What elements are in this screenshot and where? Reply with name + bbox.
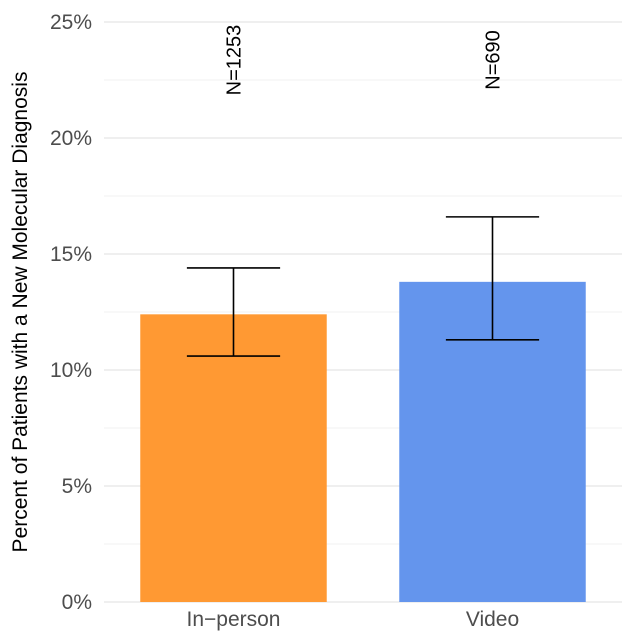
y-tick-label: 5%	[62, 475, 92, 498]
y-tick-label: 0%	[62, 591, 92, 614]
y-axis-title: Percent of Patients with a New Molecular…	[9, 72, 32, 553]
bars	[140, 281, 586, 602]
y-tick-label: 10%	[50, 359, 92, 382]
bar	[140, 314, 327, 602]
x-tick-label: In−person	[187, 608, 281, 631]
error-bar	[445, 216, 540, 341]
sample-size-label: N=1253	[224, 25, 246, 96]
y-tick-label: 25%	[50, 11, 92, 34]
error-bar	[186, 267, 281, 357]
sample-size-labels: N=1253 N=690	[224, 25, 505, 96]
y-tick-label: 15%	[50, 243, 92, 266]
sample-size-label: N=690	[483, 30, 505, 90]
y-tick-label: 20%	[50, 127, 92, 150]
x-tick-labels: In−person Video	[187, 608, 520, 631]
y-tick-labels: 0% 5% 10% 15% 20% 25%	[50, 11, 92, 614]
x-tick-label: Video	[466, 608, 519, 631]
error-bars	[186, 216, 540, 357]
